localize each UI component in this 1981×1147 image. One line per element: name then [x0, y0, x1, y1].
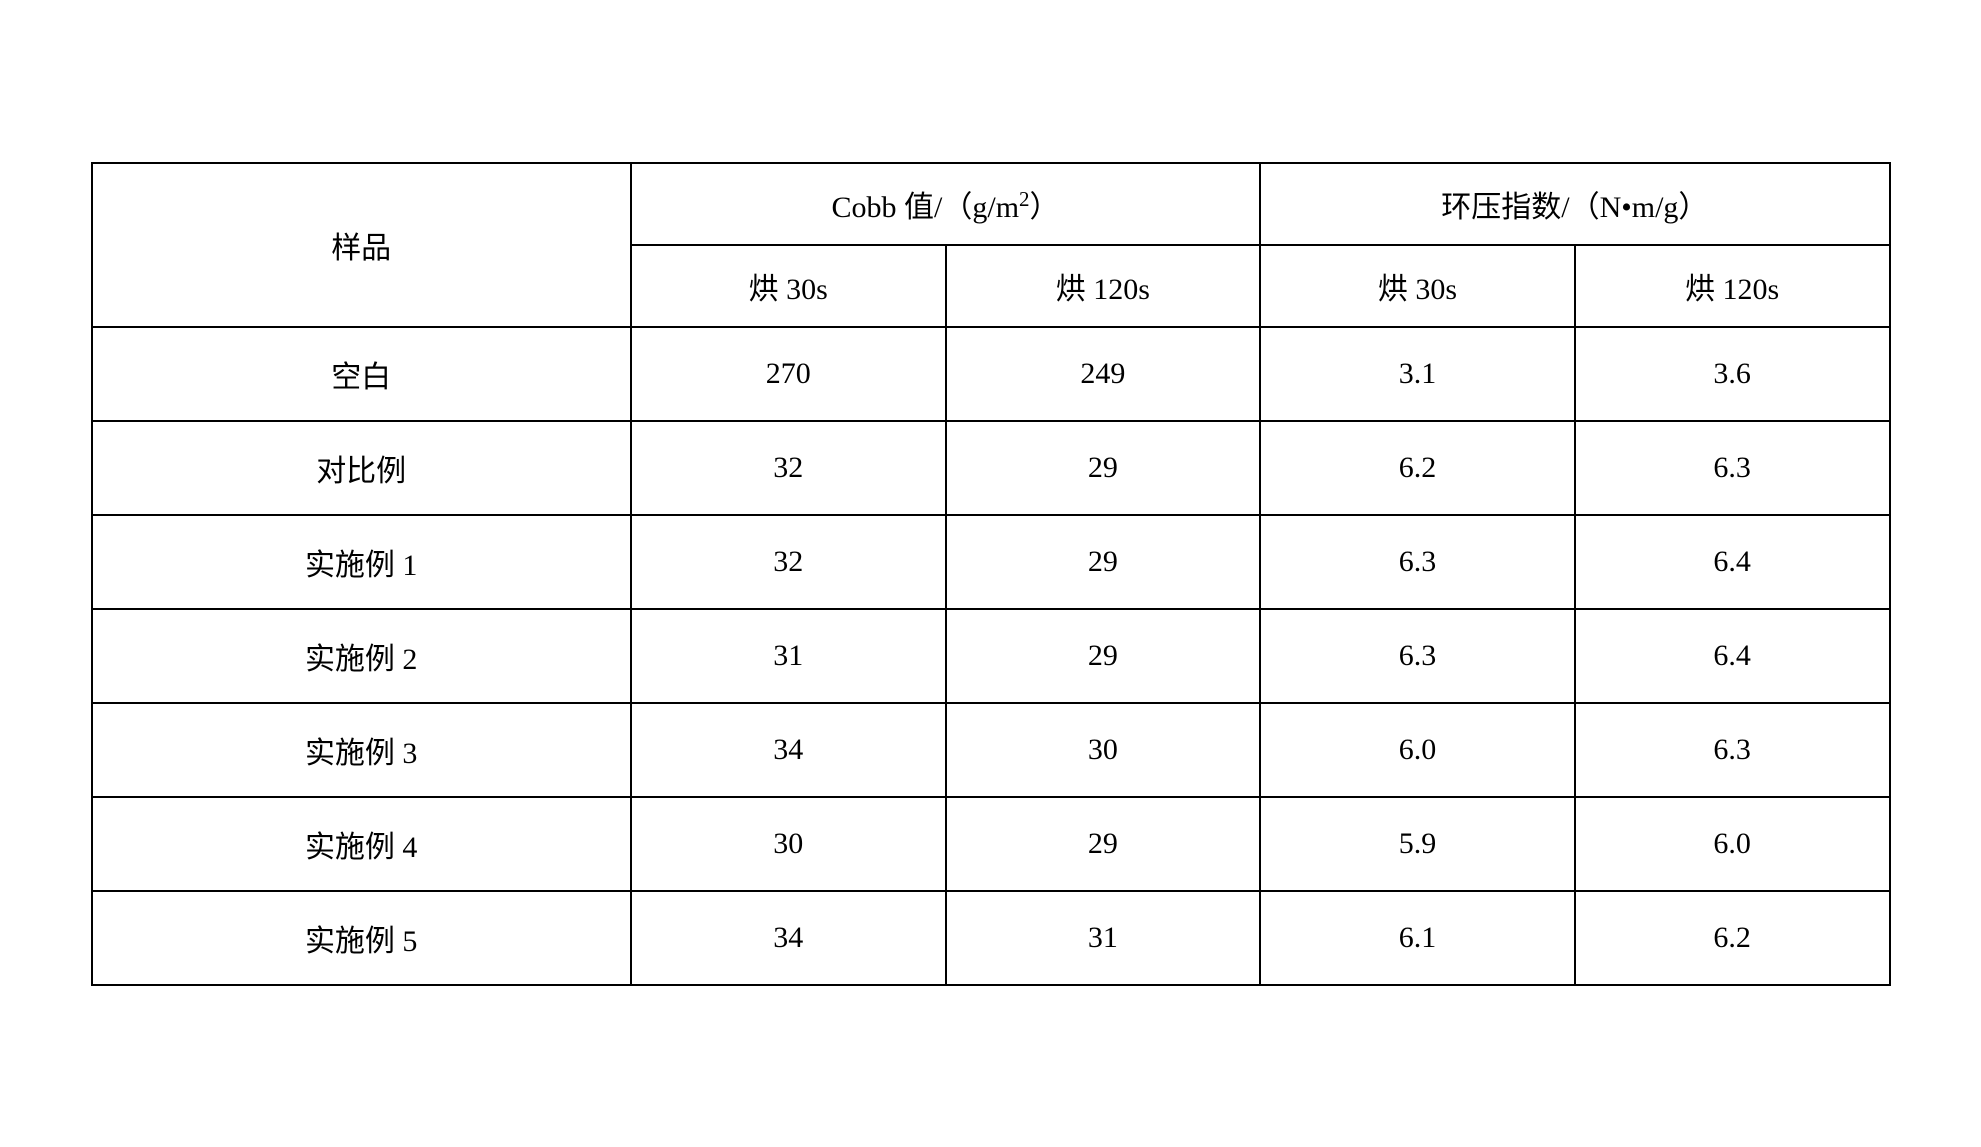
cell-ring-120s: 6.4 — [1575, 609, 1890, 703]
cell-ring-120s: 6.2 — [1575, 891, 1890, 985]
cell-sample: 实施例 3 — [92, 703, 631, 797]
cell-cobb-30s: 32 — [631, 515, 946, 609]
header-cobb-text: Cobb 值/（g/m2） — [832, 191, 1060, 224]
table-row: 实施例 2 31 29 6.3 6.4 — [92, 609, 1890, 703]
header-ring-120s: 烘 120s — [1575, 245, 1890, 327]
cell-cobb-120s: 29 — [946, 515, 1261, 609]
header-cobb-120s: 烘 120s — [946, 245, 1261, 327]
cell-ring-120s: 6.0 — [1575, 797, 1890, 891]
cell-ring-120s: 6.3 — [1575, 421, 1890, 515]
header-cobb-30s: 烘 30s — [631, 245, 946, 327]
cell-cobb-30s: 34 — [631, 891, 946, 985]
cell-sample: 对比例 — [92, 421, 631, 515]
header-row-1: 样品 Cobb 值/（g/m2） 环压指数/（N•m/g） — [92, 163, 1890, 245]
cell-ring-30s: 6.0 — [1260, 703, 1575, 797]
cell-cobb-30s: 30 — [631, 797, 946, 891]
table-row: 对比例 32 29 6.2 6.3 — [92, 421, 1890, 515]
cell-sample: 实施例 4 — [92, 797, 631, 891]
cell-ring-120s: 6.3 — [1575, 703, 1890, 797]
cell-cobb-120s: 29 — [946, 797, 1261, 891]
cell-ring-120s: 6.4 — [1575, 515, 1890, 609]
cell-ring-120s: 3.6 — [1575, 327, 1890, 421]
header-ring-30s: 烘 30s — [1260, 245, 1575, 327]
cell-cobb-30s: 31 — [631, 609, 946, 703]
data-table: 样品 Cobb 值/（g/m2） 环压指数/（N•m/g） 烘 30s 烘 12… — [91, 162, 1891, 986]
cell-ring-30s: 6.1 — [1260, 891, 1575, 985]
cell-cobb-30s: 270 — [631, 327, 946, 421]
header-cobb-group: Cobb 值/（g/m2） — [631, 163, 1260, 245]
cell-sample: 实施例 2 — [92, 609, 631, 703]
cell-cobb-120s: 249 — [946, 327, 1261, 421]
cell-cobb-120s: 31 — [946, 891, 1261, 985]
cell-cobb-30s: 32 — [631, 421, 946, 515]
header-ring-group: 环压指数/（N•m/g） — [1260, 163, 1889, 245]
cell-cobb-120s: 30 — [946, 703, 1261, 797]
cell-ring-30s: 6.3 — [1260, 609, 1575, 703]
table-row: 实施例 1 32 29 6.3 6.4 — [92, 515, 1890, 609]
cell-cobb-120s: 29 — [946, 609, 1261, 703]
cell-cobb-120s: 29 — [946, 421, 1261, 515]
table-row: 实施例 5 34 31 6.1 6.2 — [92, 891, 1890, 985]
cell-sample: 实施例 1 — [92, 515, 631, 609]
table-body: 空白 270 249 3.1 3.6 对比例 32 29 6.2 6.3 实施例… — [92, 327, 1890, 985]
table-row: 实施例 4 30 29 5.9 6.0 — [92, 797, 1890, 891]
cell-ring-30s: 6.3 — [1260, 515, 1575, 609]
header-sample: 样品 — [92, 163, 631, 327]
cell-ring-30s: 6.2 — [1260, 421, 1575, 515]
cell-ring-30s: 3.1 — [1260, 327, 1575, 421]
cell-sample: 空白 — [92, 327, 631, 421]
table-container: 样品 Cobb 值/（g/m2） 环压指数/（N•m/g） 烘 30s 烘 12… — [91, 162, 1891, 986]
cell-cobb-30s: 34 — [631, 703, 946, 797]
table-row: 实施例 3 34 30 6.0 6.3 — [92, 703, 1890, 797]
cell-sample: 实施例 5 — [92, 891, 631, 985]
table-row: 空白 270 249 3.1 3.6 — [92, 327, 1890, 421]
cell-ring-30s: 5.9 — [1260, 797, 1575, 891]
